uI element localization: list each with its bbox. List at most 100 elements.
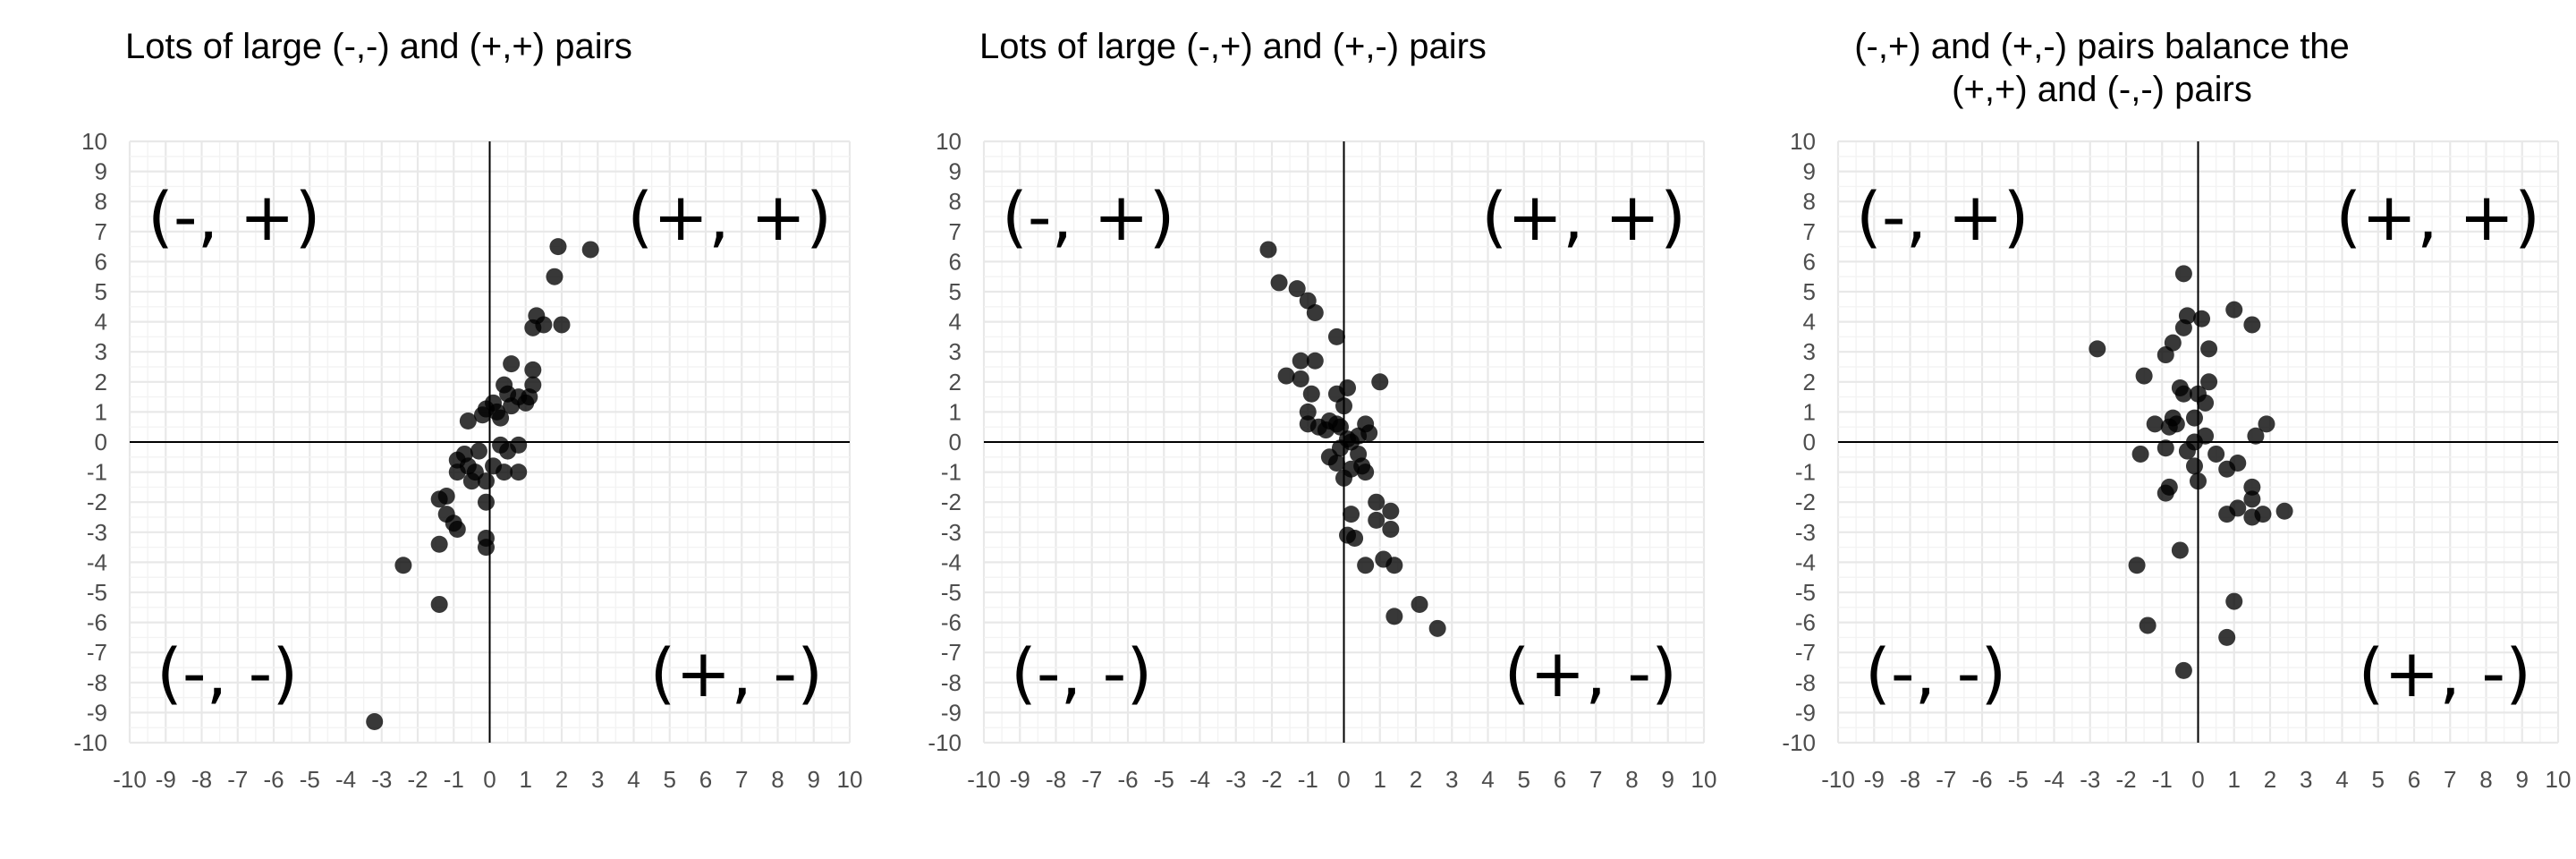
x-tick-label: -2 [1261,766,1282,793]
scatter-panel-3: -10 -9 -8 -7 -6 -5 -4 -3 -2 -1 0 1 2 3 4 5 6 7 8 9 101098765… [1782,27,2571,793]
x-tick-label: 5 [2372,766,2385,793]
data-point [2243,316,2261,334]
y-tick-label: 3 [949,338,962,365]
x-tick-label: -1 [2152,766,2173,793]
y-tick-label: -10 [73,729,107,756]
y-tick-label: -4 [941,549,962,575]
y-tick-label: -6 [1795,609,1816,636]
data-point [1306,304,1324,322]
data-point [1357,557,1375,574]
data-point [524,376,542,394]
data-point [1302,385,1320,403]
data-point [2225,592,2243,610]
x-tick-label: 3 [1445,766,1458,793]
quadrant-label-bottom-left: (-, -) [157,635,298,712]
x-tick-label: 9 [1662,766,1674,793]
data-point [366,712,384,730]
x-tick-label: -1 [1298,766,1318,793]
quadrant-label-top-left: (-, +) [1856,179,2029,256]
x-tick-label: -5 [300,766,320,793]
y-tick-label: -3 [941,519,962,546]
y-tick-label: 10 [1790,128,1816,155]
data-point [2185,409,2203,427]
x-tick-label: 4 [1481,766,1494,793]
y-tick-label: -5 [941,579,962,606]
quadrant-label-top-left: (-, +) [148,179,321,256]
data-point [510,464,528,481]
data-point [2131,445,2149,463]
x-tick-label: -7 [1936,766,1956,793]
data-point [2171,541,2189,559]
y-tick-label: 9 [95,158,107,185]
x-tick-label: -3 [1225,766,1246,793]
y-tick-label: -4 [1795,549,1816,575]
data-point [1343,433,1360,451]
x-tick-label: 7 [735,766,748,793]
data-point [477,493,495,511]
x-tick-label: -1 [444,766,464,793]
x-tick-label: -2 [407,766,428,793]
x-tick-label: 5 [664,766,676,793]
y-tick-label: 0 [949,429,962,455]
x-tick-label: 5 [1518,766,1530,793]
y-tick-label: -3 [87,519,107,546]
data-point [2164,334,2182,352]
data-point [1299,403,1317,421]
quadrant-label-bottom-left: (-, -) [1011,635,1152,712]
data-point [2174,265,2192,283]
y-tick-label: -8 [941,669,962,696]
points [2089,265,2293,679]
x-tick-label: 1 [1374,766,1386,793]
y-tick-label: 6 [95,248,107,275]
y-tick-label: -7 [87,639,107,666]
x-tick-label: 0 [483,766,496,793]
data-point [430,535,448,553]
y-tick-label: 2 [1803,369,1816,395]
y-tick-label: 4 [1803,309,1816,336]
data-point [1259,241,1277,259]
data-point [470,442,487,460]
data-point [1368,511,1385,529]
y-tick-label: -9 [1795,699,1816,726]
y-tick-label: 6 [949,248,962,275]
data-point [1335,469,1352,487]
x-tick-label: -6 [1971,766,1992,793]
y-tick-label: -8 [87,669,107,696]
y-tick-label: -10 [928,729,962,756]
y-tick-label: 2 [95,369,107,395]
y-tick-label: -6 [87,609,107,636]
y-tick-label: 6 [1803,248,1816,275]
x-tick-label: 3 [2300,766,2312,793]
chart-title: (+,+) and (-,-) pairs [1952,70,2252,109]
y-tick-label: 5 [949,278,962,305]
y-tick-label: -9 [941,699,962,726]
data-point [2185,433,2203,451]
x-tick-label: -7 [1081,766,1102,793]
scatter-panel-2: -10 -9 -8 -7 -6 -5 -4 -3 -2 -1 0 1 2 3 4 5 6 7 8 9 101098765… [928,27,1716,793]
data-point [2225,301,2243,319]
data-point [394,557,412,574]
data-point [2128,557,2146,574]
y-tick-label: -2 [1795,489,1816,515]
x-tick-label: -9 [156,766,176,793]
data-point [1317,421,1335,439]
y-tick-label: 7 [1803,218,1816,245]
y-tick-label: 8 [1803,188,1816,215]
x-tick-label: -3 [371,766,392,793]
data-point [2243,478,2261,496]
data-point [2174,661,2192,679]
data-point [549,238,567,256]
x-tick-label: 6 [699,766,712,793]
data-point [1270,274,1288,292]
x-tick-label: 2 [1410,766,1422,793]
x-tick-label: -10 [1821,766,1855,793]
x-tick-label: -6 [1117,766,1138,793]
x-tick-label: -8 [1900,766,1920,793]
data-point [1385,557,1403,574]
x-tick-label: -8 [1046,766,1066,793]
y-tick-label: 3 [95,338,107,365]
y-tick-label: -6 [941,609,962,636]
data-point [2146,415,2164,433]
data-point [1327,455,1345,472]
